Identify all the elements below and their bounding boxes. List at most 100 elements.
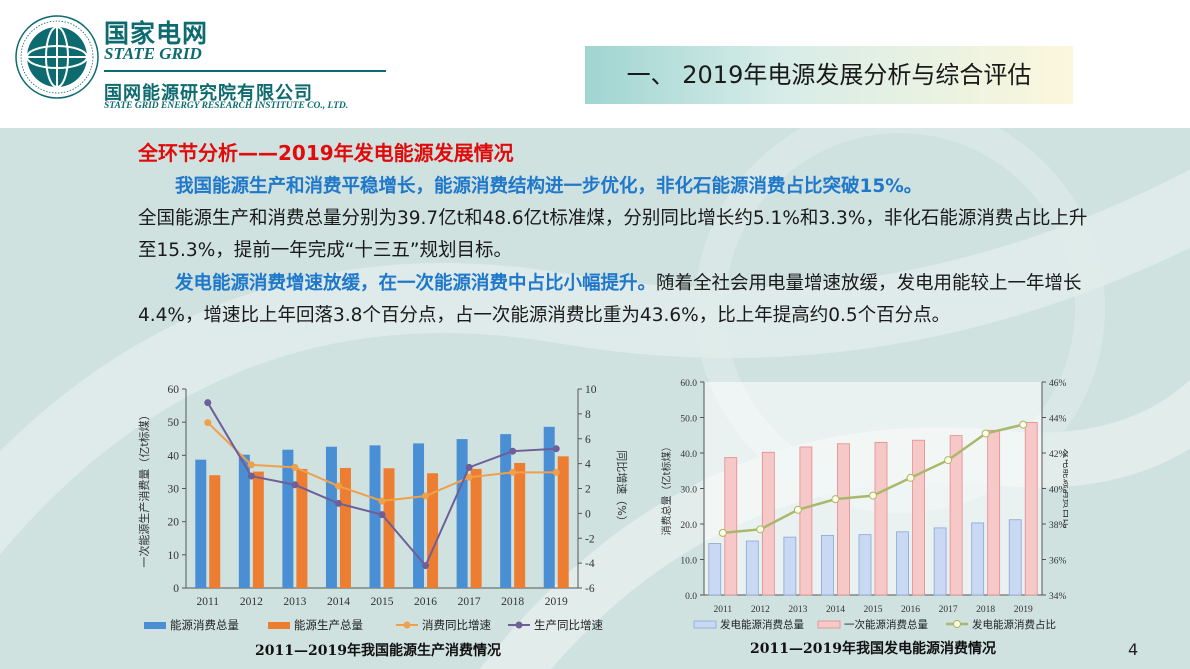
legend-swatch <box>268 622 290 629</box>
line-point <box>552 468 560 476</box>
bar <box>514 462 526 588</box>
bar <box>783 536 797 596</box>
line-point <box>247 472 255 480</box>
x-tick-label: 2012 <box>751 605 770 615</box>
paragraph-1: 我国能源生产和消费平稳增长，能源消费结构进一步优化，非化石能源消费占比突破15%… <box>138 171 1098 267</box>
y-tick-label: 60 <box>168 384 180 396</box>
y2-tick-label: 10 <box>585 384 597 396</box>
line-point <box>247 461 255 469</box>
x-tick-label: 2014 <box>327 596 350 608</box>
line-point <box>465 473 473 481</box>
bar <box>949 435 963 596</box>
line-point <box>204 399 212 407</box>
line-point <box>1019 420 1028 429</box>
legend-label: 发电能源消费占比 <box>972 618 1056 631</box>
y-tick-label: 10.0 <box>680 557 697 567</box>
x-tick-label: 2012 <box>240 596 263 608</box>
x-tick-label: 2016 <box>901 605 920 615</box>
y-tick-label: 30.0 <box>680 486 697 496</box>
bar <box>383 468 395 588</box>
line-point <box>869 491 877 500</box>
bar <box>543 426 555 588</box>
line-point <box>756 525 765 534</box>
y-tick-label: 20.0 <box>680 521 697 531</box>
bar <box>874 441 888 596</box>
x-tick-label: 2019 <box>1014 605 1033 615</box>
page-number: 4 <box>1128 640 1139 659</box>
y-tick-label: 10 <box>168 550 180 562</box>
y2-tick-label: 0 <box>585 508 591 520</box>
line-point <box>718 528 727 537</box>
line-point <box>378 497 386 505</box>
paragraph-1-highlight: 我国能源生产和消费平稳增长，能源消费结构进一步优化，非化石能源消费占比突破15%… <box>175 176 923 197</box>
chart-title: 2011—2019年我国发电能源消费情况 <box>750 640 996 657</box>
y2-axis-title: 同比增速（%） <box>615 450 629 526</box>
bar <box>209 475 221 588</box>
legend-swatch-point <box>515 621 523 629</box>
x-tick-label: 2013 <box>788 605 807 615</box>
y-tick-label: 50.0 <box>680 415 697 425</box>
y2-tick-label: 6 <box>585 434 591 446</box>
y-tick-label: 0.0 <box>685 592 697 602</box>
y2-tick-label: 44% <box>1049 415 1067 425</box>
legend-swatch-point <box>403 621 411 629</box>
bar <box>971 522 985 596</box>
line-point <box>906 473 915 482</box>
bar <box>1024 422 1038 596</box>
line-point <box>509 447 517 455</box>
x-tick-label: 2017 <box>939 605 958 615</box>
y2-tick-label: 34% <box>1049 592 1067 602</box>
logo-divider <box>104 70 386 72</box>
y-axis-title: 一次能源生产消费量（亿t标煤） <box>137 409 151 567</box>
bar <box>912 439 925 596</box>
legend-label: 能源生产总量 <box>294 618 363 632</box>
chart-title: 2011—2019年我国能源生产消费情况 <box>255 642 501 659</box>
x-tick-label: 2016 <box>414 596 437 608</box>
y-tick-label: 0 <box>173 583 179 595</box>
x-tick-label: 2015 <box>371 596 394 608</box>
bar <box>896 531 909 596</box>
x-tick-label: 2013 <box>283 596 306 608</box>
bar <box>456 439 468 588</box>
paragraph-2-highlight: 发电能源消费增速放缓，在一次能源消费中占比小幅提升。 <box>175 273 657 294</box>
y2-tick-label: -2 <box>585 533 595 545</box>
y2-tick-label: 2 <box>585 484 591 496</box>
bar <box>821 534 834 596</box>
line-point <box>509 468 517 476</box>
bar <box>799 446 813 596</box>
y-axis-title: 消费总量（亿t标煤） <box>660 442 673 536</box>
bar <box>470 468 482 588</box>
y-tick-label: 60.0 <box>680 379 697 389</box>
bar <box>413 443 425 588</box>
y-tick-label: 30 <box>168 484 180 496</box>
legend-label: 一次能源消费总量 <box>844 618 928 631</box>
y-tick-label: 40 <box>168 450 180 462</box>
legend-label: 生产同比增速 <box>534 618 603 632</box>
bar <box>500 434 512 588</box>
x-tick-label: 2017 <box>458 596 481 608</box>
bar <box>252 471 264 588</box>
bar <box>325 446 337 588</box>
bar <box>761 451 775 596</box>
bar <box>282 449 294 588</box>
chart-power-generation-consumption: 0.0 10.0 20.0 30.0 40.0 50.0 60.0 34% 36% 38% 40% 4… <box>660 379 1068 657</box>
bar <box>724 457 738 596</box>
y2-tick-label: -6 <box>585 583 595 595</box>
line-point <box>204 419 212 427</box>
bar <box>195 459 207 588</box>
line-point <box>981 429 990 438</box>
bar <box>557 456 569 588</box>
legend-swatch <box>693 620 717 629</box>
line-point <box>334 499 342 507</box>
legend-swatch <box>817 620 841 629</box>
bar <box>427 473 439 588</box>
y-tick-label: 50 <box>168 417 180 429</box>
legend-label: 发电能源消费总量 <box>720 618 804 631</box>
bar <box>987 429 1001 596</box>
header: 国家电网 STATE GRID 国网能源研究院有限公司 STATE GRID E… <box>0 0 1190 128</box>
bar <box>369 445 381 588</box>
y2-tick-label: 36% <box>1049 557 1067 567</box>
logo-en-text: STATE GRID <box>104 44 202 63</box>
line-point <box>793 505 802 514</box>
y2-tick-label: -4 <box>585 558 595 570</box>
